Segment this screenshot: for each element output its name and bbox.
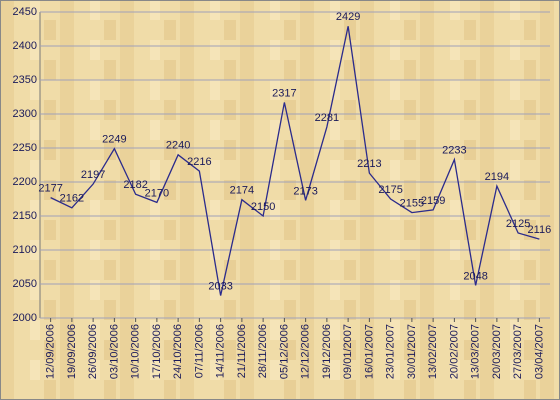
data-label: 2174 <box>230 185 254 197</box>
data-label: 2182 <box>123 179 147 191</box>
y-tick-label: 2250 <box>13 142 37 154</box>
data-label: 2249 <box>102 134 126 146</box>
data-label: 2240 <box>166 140 190 152</box>
y-tick-label: 2050 <box>13 278 37 290</box>
y-tick-label: 2400 <box>13 40 37 52</box>
x-tick-label: 20/03/2007 <box>491 324 503 379</box>
x-tick-label: 17/10/2006 <box>151 324 163 379</box>
x-tick-label: 16/01/2007 <box>363 324 375 379</box>
y-tick-label: 2150 <box>13 210 37 222</box>
data-label: 2177 <box>38 183 62 195</box>
x-tick-label: 23/01/2007 <box>385 324 397 379</box>
x-tick-label: 27/03/2007 <box>512 324 524 379</box>
y-tick-label: 2450 <box>13 6 37 18</box>
data-label: 2048 <box>463 270 487 282</box>
data-label: 2429 <box>336 11 360 23</box>
x-tick-label: 24/10/2006 <box>172 324 184 379</box>
data-label: 2150 <box>251 201 275 213</box>
data-label: 2173 <box>293 185 317 197</box>
y-tick-label: 2000 <box>13 312 37 324</box>
y-tick-label: 2300 <box>13 108 37 120</box>
data-label: 2125 <box>506 218 530 230</box>
x-tick-label: 21/11/2006 <box>236 324 248 378</box>
data-label: 2159 <box>421 195 445 207</box>
data-label: 2194 <box>485 171 509 183</box>
x-tick-label: 03/04/2007 <box>533 324 545 379</box>
x-tick-label: 07/11/2006 <box>193 324 205 378</box>
x-tick-label: 26/09/2006 <box>87 324 99 379</box>
data-label: 2213 <box>357 158 381 170</box>
x-tick-label: 10/10/2006 <box>130 324 142 379</box>
data-label: 2281 <box>315 112 339 124</box>
x-tick-label: 12/09/2006 <box>45 324 57 379</box>
data-label: 2175 <box>378 184 402 196</box>
x-tick-label: 14/11/2006 <box>215 324 227 378</box>
x-tick-label: 03/10/2006 <box>108 324 120 379</box>
x-tick-label: 09/01/2007 <box>342 324 354 379</box>
data-label: 2162 <box>60 193 84 205</box>
y-tick-label: 2200 <box>13 176 37 188</box>
y-tick-label: 2350 <box>13 74 37 86</box>
x-tick-label: 19/09/2006 <box>66 324 78 379</box>
data-label: 2116 <box>528 224 552 236</box>
y-tick-label: 2100 <box>13 244 37 256</box>
data-label: 2170 <box>145 187 169 199</box>
x-tick-label: 20/02/2007 <box>448 324 460 379</box>
x-tick-label: 30/01/2007 <box>406 324 418 379</box>
x-tick-label: 28/11/2006 <box>257 324 269 378</box>
x-tick-label: 13/03/2007 <box>470 324 482 379</box>
data-label: 2197 <box>81 169 105 181</box>
x-tick-label: 12/12/2006 <box>300 324 312 379</box>
data-label: 2216 <box>187 156 211 168</box>
data-label: 2033 <box>208 280 232 292</box>
x-tick-label: 13/02/2007 <box>427 324 439 379</box>
data-label: 2155 <box>400 198 424 210</box>
x-tick-label: 19/12/2006 <box>321 324 333 379</box>
data-line <box>50 26 540 296</box>
data-label: 2233 <box>442 144 466 156</box>
data-label: 2317 <box>272 87 296 99</box>
x-tick-label: 05/12/2006 <box>278 324 290 379</box>
